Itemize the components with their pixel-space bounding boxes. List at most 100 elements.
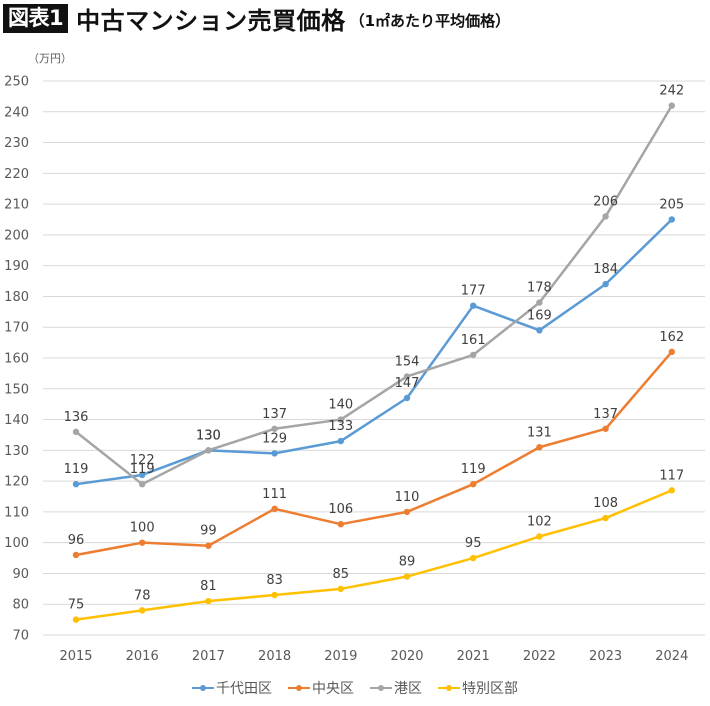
legend-line-marker-icon [370, 683, 392, 693]
data-label: 81 [200, 579, 217, 594]
chart-legend: 千代田区 中央区 港区 特別区部 [0, 678, 710, 698]
data-label: 184 [593, 262, 618, 277]
data-label: 102 [527, 515, 552, 530]
data-point [536, 327, 543, 334]
y-tick-label: 110 [4, 505, 29, 520]
figure-badge: 図表1 [3, 3, 69, 33]
data-point [139, 539, 146, 546]
y-tick-label: 140 [4, 413, 29, 428]
series-line [75, 218, 673, 486]
legend-label: 中央区 [312, 681, 354, 697]
y-tick-label: 250 [4, 75, 29, 90]
data-point [602, 425, 609, 432]
x-tick-label: 2021 [457, 649, 490, 664]
data-point [668, 348, 675, 356]
data-point [139, 480, 146, 488]
x-tick-label: 2024 [655, 649, 688, 664]
x-tick-label: 2020 [390, 649, 423, 664]
data-label: 177 [461, 284, 486, 299]
data-point [470, 302, 477, 309]
legend-item: 港区 [370, 678, 422, 698]
legend-line-marker-icon [192, 683, 214, 693]
series-line [75, 351, 673, 557]
data-label: 117 [659, 468, 684, 483]
legend-label: 特別区部 [462, 681, 518, 697]
legend-line-marker-icon [438, 683, 460, 693]
data-label: 108 [593, 496, 618, 511]
x-tick-label: 2018 [258, 649, 291, 664]
y-tick-label: 90 [12, 567, 29, 582]
series-line [75, 489, 673, 621]
data-point [536, 533, 543, 540]
x-tick-label: 2015 [59, 649, 92, 664]
legend-item: 特別区部 [438, 678, 518, 698]
data-label: 119 [130, 462, 155, 477]
data-point [337, 521, 344, 528]
data-label: 130 [196, 428, 221, 443]
data-point [205, 597, 212, 605]
data-point [668, 216, 675, 223]
x-tick-label: 2023 [589, 649, 622, 664]
chart-title: 中古マンション売買価格 [76, 6, 346, 35]
data-label: 154 [395, 354, 420, 369]
y-tick-label: 150 [4, 382, 29, 397]
data-point [668, 102, 675, 109]
data-label: 206 [593, 194, 618, 209]
data-label: 119 [64, 462, 89, 477]
data-label: 162 [659, 330, 684, 345]
data-label: 178 [527, 281, 552, 296]
data-label: 205 [659, 198, 684, 213]
data-label: 136 [64, 410, 89, 425]
data-point [205, 447, 212, 454]
data-point [403, 573, 411, 580]
data-point [470, 480, 477, 488]
data-label: 110 [395, 490, 420, 505]
series-1 [72, 216, 675, 488]
y-tick-label: 70 [12, 629, 29, 644]
y-tick-label: 120 [4, 475, 29, 490]
data-label: 133 [328, 419, 353, 434]
y-tick-label: 160 [4, 352, 29, 367]
data-label: 75 [68, 598, 85, 613]
legend-item: 中央区 [288, 678, 354, 698]
data-label: 83 [266, 573, 283, 588]
data-label: 111 [262, 487, 287, 502]
y-tick-label: 230 [4, 136, 29, 151]
y-tick-label: 170 [4, 321, 29, 336]
data-label: 95 [465, 536, 482, 551]
data-point [271, 425, 278, 432]
y-tick-label: 80 [12, 598, 29, 613]
data-point [668, 487, 675, 494]
series-lines [72, 102, 675, 623]
series-4 [72, 487, 675, 623]
data-point [72, 551, 80, 559]
series-3 [72, 102, 675, 488]
y-tick-label: 190 [4, 259, 29, 274]
data-point [72, 428, 80, 436]
data-label: 78 [134, 588, 151, 603]
y-tick-label: 100 [4, 536, 29, 551]
data-point [470, 351, 477, 359]
data-label: 100 [130, 521, 155, 536]
data-point [139, 607, 146, 614]
data-point [536, 444, 543, 451]
legend-line-marker-icon [288, 683, 310, 693]
data-point [602, 280, 609, 288]
x-tick-label: 2016 [126, 649, 159, 664]
y-tick-label: 240 [4, 105, 29, 120]
x-tick-label: 2019 [324, 649, 357, 664]
data-label: 96 [68, 533, 85, 548]
data-label: 119 [461, 462, 486, 477]
data-label: 147 [395, 376, 420, 391]
y-axis-unit-label: （万円） [28, 52, 72, 65]
data-point [602, 213, 609, 220]
data-point [271, 450, 278, 457]
data-point [337, 585, 344, 593]
gridlines [43, 80, 705, 636]
legend-item: 千代田区 [192, 678, 272, 698]
data-point [271, 591, 278, 599]
x-tick-label: 2017 [192, 649, 225, 664]
legend-label: 千代田区 [216, 681, 272, 697]
data-point [470, 554, 477, 562]
